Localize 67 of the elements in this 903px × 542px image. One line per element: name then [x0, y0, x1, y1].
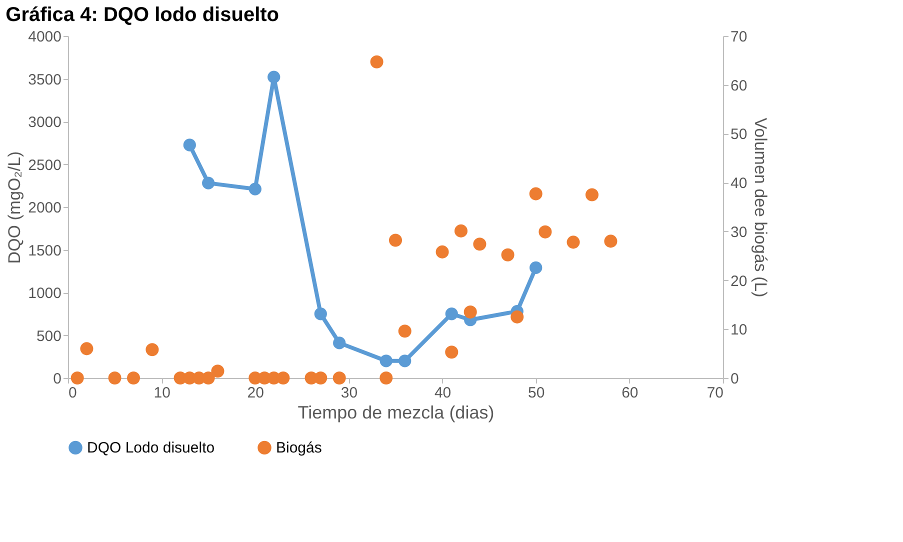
y-tick-label: 2500	[28, 156, 62, 174]
point	[585, 188, 599, 202]
point	[126, 371, 140, 385]
y-tick-label: 1000	[28, 285, 62, 302]
y-tick-label: 3000	[28, 114, 62, 131]
point	[108, 371, 122, 385]
point	[604, 234, 618, 248]
y2-tick-label: 20	[730, 272, 748, 290]
y-tick-label: 3500	[28, 71, 62, 88]
point	[80, 342, 94, 356]
y2-axis-title: Volumen dee biogás (L)	[751, 118, 770, 298]
point	[211, 364, 224, 378]
point	[566, 236, 580, 249]
point	[510, 310, 524, 324]
y2-tick-label: 10	[730, 322, 748, 339]
x-tick-label: 50	[528, 384, 545, 402]
point	[398, 354, 412, 368]
y2-tick-label: 40	[730, 175, 748, 192]
x-tick-label: 40	[434, 384, 452, 402]
y-tick-label: 2000	[28, 200, 62, 216]
point	[248, 182, 262, 196]
legend-label: DQO Lodo disuelto	[87, 440, 215, 457]
point	[333, 336, 346, 350]
point	[530, 261, 542, 274]
point	[314, 308, 327, 320]
y-tick-label: 500	[36, 328, 62, 345]
point	[202, 371, 215, 385]
y2-tick-label: 0	[730, 370, 739, 388]
y2-tick-label: 30	[730, 224, 748, 241]
point	[473, 238, 486, 251]
x-tick-label: 0	[68, 384, 77, 402]
point	[276, 371, 290, 385]
point	[146, 343, 159, 356]
point	[380, 371, 393, 385]
point	[436, 245, 449, 258]
point	[314, 371, 328, 385]
point	[501, 248, 514, 262]
point	[380, 354, 392, 368]
point	[202, 176, 215, 190]
point	[529, 187, 542, 200]
point	[454, 224, 468, 238]
legend-label: Biogás	[276, 440, 322, 457]
point	[183, 138, 196, 152]
point	[268, 70, 280, 84]
x-tick-label: 10	[154, 384, 170, 402]
y2-tick-label: 60	[730, 77, 748, 94]
y-tick-label: 4000	[28, 28, 62, 46]
y2-tick-label: 50	[730, 126, 748, 144]
point	[388, 234, 402, 247]
x-axis-title: Tiempo de mezcla (dias)	[298, 402, 494, 422]
point	[445, 308, 458, 320]
y-tick-label: 1500	[28, 242, 62, 260]
chart-title: Gráfica 4: DQO lodo disuelto	[6, 4, 280, 26]
point	[398, 324, 412, 338]
y-tick-label: 0	[53, 370, 62, 388]
point	[70, 371, 84, 385]
point	[370, 55, 384, 68]
point	[538, 225, 552, 238]
point	[464, 306, 477, 319]
x-tick-label: 20	[247, 384, 264, 402]
x-tick-label: 70	[706, 384, 724, 402]
y-axis-title: DQO (mgO₂/L)	[5, 151, 24, 264]
point	[445, 346, 458, 359]
y2-tick-label: 70	[730, 28, 748, 46]
x-tick-label: 60	[622, 384, 638, 402]
x-tick-label: 30	[340, 384, 358, 402]
point	[332, 371, 346, 385]
